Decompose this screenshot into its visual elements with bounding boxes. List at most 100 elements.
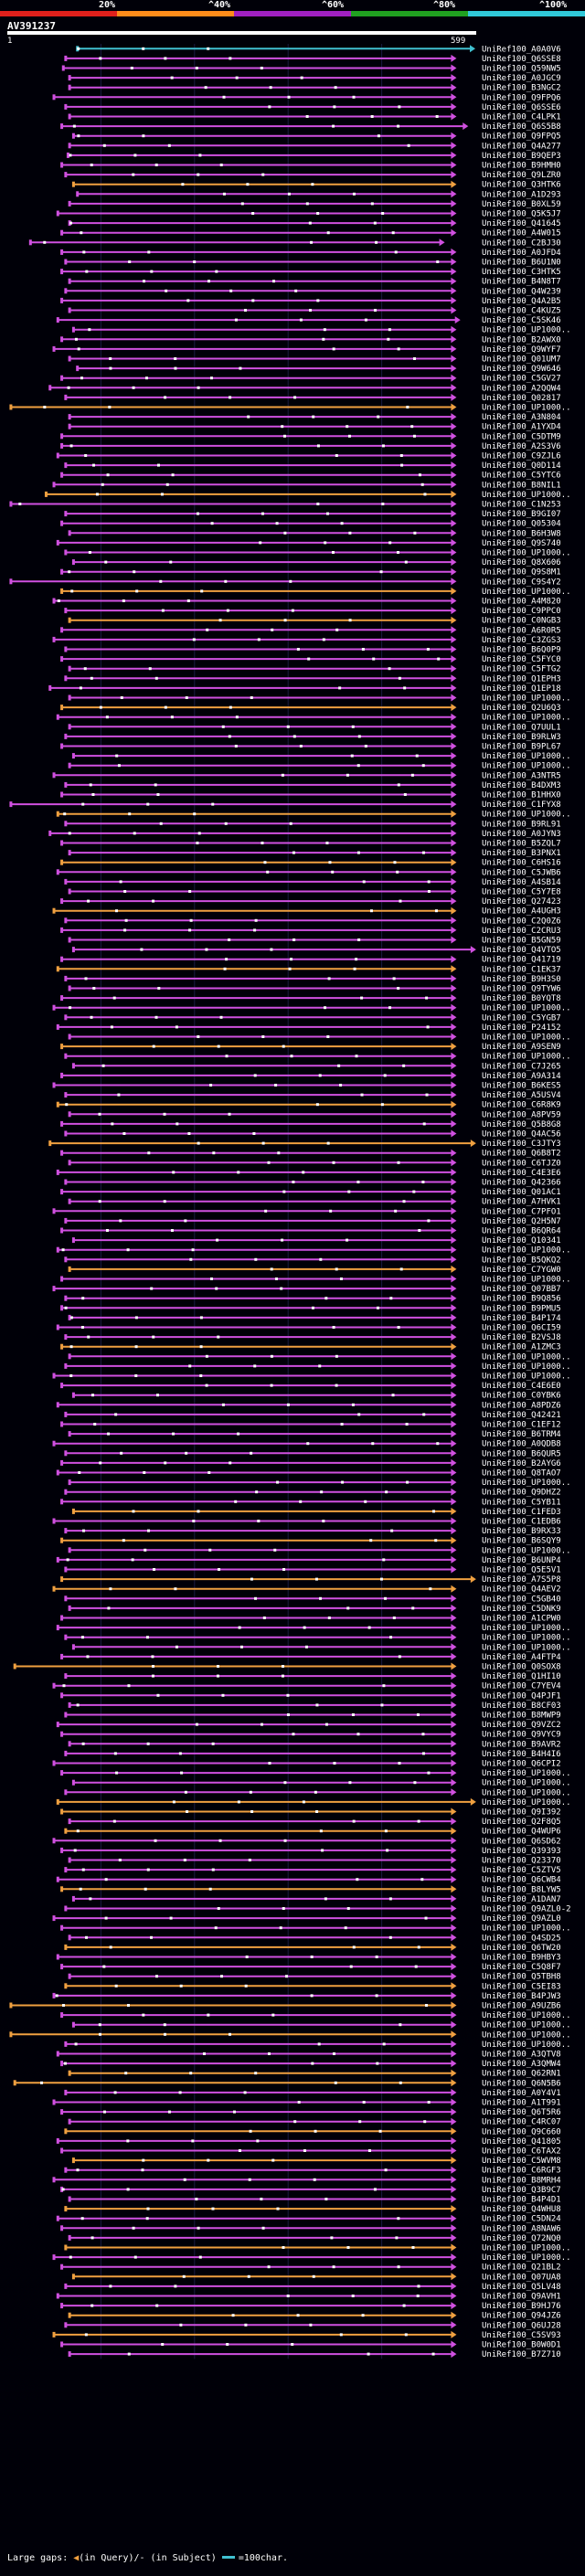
hit-label[interactable]: UniRef100_Q42366 xyxy=(482,1179,561,1188)
hit-label[interactable]: UniRef100_P24152 xyxy=(482,1023,561,1033)
hit-label[interactable]: UniRef100_Q9DHZ2 xyxy=(482,1489,561,1498)
hit-label[interactable]: UniRef100_Q9AZL0-2 xyxy=(482,1905,571,1914)
hit-label[interactable]: UniRef100_A1DAN7 xyxy=(482,1895,561,1904)
hit-label[interactable]: UniRef100_C7PFO1 xyxy=(482,1207,561,1216)
hit-label[interactable]: UniRef100_C1EF12 xyxy=(482,1421,561,1430)
hit-label[interactable]: UniRef100_Q8TAO7 xyxy=(482,1469,561,1479)
hit-label[interactable]: UniRef100_UP1000.. xyxy=(482,811,571,820)
hit-label[interactable]: UniRef100_Q2U6Q3 xyxy=(482,704,561,713)
hit-label[interactable]: UniRef100_B9HJ76 xyxy=(482,2302,561,2311)
hit-label[interactable]: UniRef100_UP1000.. xyxy=(482,1373,571,1382)
hit-label[interactable]: UniRef100_A1YXD4 xyxy=(482,423,561,432)
hit-label[interactable]: UniRef100_B4H4I6 xyxy=(482,1750,561,1759)
hit-label[interactable]: UniRef100_C1N253 xyxy=(482,501,561,510)
hit-label[interactable]: UniRef100_Q21BL2 xyxy=(482,2263,561,2273)
hit-label[interactable]: UniRef100_A9UZB6 xyxy=(482,2002,561,2011)
hit-label[interactable]: UniRef100_A7S5P8 xyxy=(482,1575,561,1585)
hit-label[interactable]: UniRef100_B9QEP3 xyxy=(482,152,561,161)
hit-label[interactable]: UniRef100_B4P4D1 xyxy=(482,2196,561,2205)
hit-label[interactable]: UniRef100_UP1000.. xyxy=(482,1788,571,1797)
hit-label[interactable]: UniRef100_C5EI83 xyxy=(482,1982,561,1991)
hit-label[interactable]: UniRef100_UP1000.. xyxy=(482,2253,571,2263)
hit-label[interactable]: UniRef100_Q07UA8 xyxy=(482,2273,561,2282)
hit-label[interactable]: UniRef100_B0W0D1 xyxy=(482,2341,561,2350)
hit-label[interactable]: UniRef100_C2CRU3 xyxy=(482,927,561,936)
hit-label[interactable]: UniRef100_Q9I392 xyxy=(482,1808,561,1818)
hit-label[interactable]: UniRef100_B4P174 xyxy=(482,1314,561,1323)
hit-label[interactable]: UniRef100_UP1000.. xyxy=(482,1798,571,1807)
hit-label[interactable]: UniRef100_A0A0V6 xyxy=(482,45,561,54)
hit-label[interactable]: UniRef100_UP1000.. xyxy=(482,1352,571,1362)
hit-label[interactable]: UniRef100_Q41719 xyxy=(482,956,561,965)
hit-label[interactable]: UniRef100_A5USV4 xyxy=(482,1091,561,1100)
hit-label[interactable]: UniRef100_Q0SOX8 xyxy=(482,1663,561,1672)
hit-label[interactable]: UniRef100_C6TJZ0 xyxy=(482,1159,561,1168)
hit-label[interactable]: UniRef100_Q4WHU8 xyxy=(482,2205,561,2214)
hit-label[interactable]: UniRef100_C5ZTV5 xyxy=(482,1866,561,1875)
hit-label[interactable]: UniRef100_Q41805 xyxy=(482,2137,561,2147)
hit-label[interactable]: UniRef100_UP1000.. xyxy=(482,549,571,558)
hit-label[interactable]: UniRef100_B9Q856 xyxy=(482,1295,561,1304)
hit-label[interactable]: UniRef100_B1HHX0 xyxy=(482,791,561,800)
hit-label[interactable]: UniRef100_C5GB40 xyxy=(482,1595,561,1604)
hit-label[interactable]: UniRef100_C9S4Y2 xyxy=(482,578,561,587)
hit-label[interactable]: UniRef100_C5SK46 xyxy=(482,316,561,325)
hit-label[interactable]: UniRef100_Q72NQ0 xyxy=(482,2234,561,2243)
hit-label[interactable]: UniRef100_C9PPC0 xyxy=(482,607,561,616)
hit-label[interactable]: UniRef100_Q02817 xyxy=(482,394,561,403)
hit-label[interactable]: UniRef100_A0JYN3 xyxy=(482,830,561,839)
hit-label[interactable]: UniRef100_UP1000.. xyxy=(482,588,571,597)
hit-label[interactable]: UniRef100_Q9LZR0 xyxy=(482,171,561,180)
hit-label[interactable]: UniRef100_B8MWP9 xyxy=(482,1712,561,1721)
hit-label[interactable]: UniRef100_UP1000.. xyxy=(482,1034,571,1043)
hit-label[interactable]: UniRef100_C5SV93 xyxy=(482,2331,561,2340)
hit-label[interactable]: UniRef100_C4E3E6 xyxy=(482,1169,561,1178)
hit-label[interactable]: UniRef100_Q27423 xyxy=(482,897,561,906)
hit-label[interactable]: UniRef100_C3HTK5 xyxy=(482,268,561,277)
hit-label[interactable]: UniRef100_Q9VYC9 xyxy=(482,1731,561,1740)
hit-label[interactable]: UniRef100_UP1000.. xyxy=(482,2244,571,2253)
hit-label[interactable]: UniRef100_B4PJW3 xyxy=(482,1992,561,2001)
hit-label[interactable]: UniRef100_B9PMU5 xyxy=(482,1304,561,1313)
hit-label[interactable]: UniRef100_A6R0R5 xyxy=(482,626,561,635)
hit-label[interactable]: UniRef100_Q62RN1 xyxy=(482,2070,561,2079)
hit-label[interactable]: UniRef100_B9RLW3 xyxy=(482,733,561,742)
hit-label[interactable]: UniRef100_C1EDB6 xyxy=(482,1518,561,1527)
hit-label[interactable]: UniRef100_B6H3W8 xyxy=(482,529,561,538)
hit-label[interactable]: UniRef100_A1D293 xyxy=(482,190,561,199)
hit-label[interactable]: UniRef100_B6QUR5 xyxy=(482,1449,561,1458)
hit-label[interactable]: UniRef100_UP1000.. xyxy=(482,1004,571,1013)
hit-label[interactable]: UniRef100_Q2H5N7 xyxy=(482,1217,561,1226)
hit-label[interactable]: UniRef100_B2AYG6 xyxy=(482,1459,561,1468)
hit-label[interactable]: UniRef100_C3JTY3 xyxy=(482,1140,561,1149)
hit-label[interactable]: UniRef100_C2Q0Z6 xyxy=(482,917,561,926)
hit-label[interactable]: UniRef100_A0Y4V1 xyxy=(482,2089,561,2098)
hit-label[interactable]: UniRef100_Q4SD25 xyxy=(482,1934,561,1943)
hit-label[interactable]: UniRef100_A0JFD4 xyxy=(482,249,561,258)
hit-label[interactable]: UniRef100_A4FTP4 xyxy=(482,1653,561,1662)
hit-label[interactable]: UniRef100_Q9AVH1 xyxy=(482,2293,561,2302)
hit-label[interactable]: UniRef100_Q5B8G8 xyxy=(482,1120,561,1129)
hit-label[interactable]: UniRef100_B0XL59 xyxy=(482,200,561,209)
hit-label[interactable]: UniRef100_A4UGH3 xyxy=(482,907,561,917)
hit-label[interactable]: UniRef100_UP1000.. xyxy=(482,2021,571,2030)
hit-label[interactable]: UniRef100_Q05304 xyxy=(482,520,561,529)
hit-label[interactable]: UniRef100_Q1EP18 xyxy=(482,684,561,694)
hit-label[interactable]: UniRef100_C5Y7E8 xyxy=(482,888,561,897)
hit-label[interactable]: UniRef100_A4W015 xyxy=(482,229,561,239)
hit-label[interactable]: UniRef100_A3QMW4 xyxy=(482,2060,561,2069)
hit-label[interactable]: UniRef100_B4DXM3 xyxy=(482,781,561,790)
hit-label[interactable]: UniRef100_Q39393 xyxy=(482,1847,561,1856)
hit-label[interactable]: UniRef100_Q4A2B5 xyxy=(482,297,561,306)
hit-label[interactable]: UniRef100_UP1000.. xyxy=(482,1053,571,1062)
hit-label[interactable]: UniRef100_C6HS16 xyxy=(482,859,561,868)
hit-label[interactable]: UniRef100_C7YEV4 xyxy=(482,1682,561,1691)
hit-label[interactable]: UniRef100_Q5LV48 xyxy=(482,2283,561,2292)
hit-label[interactable]: UniRef100_Q3B9C7 xyxy=(482,2186,561,2195)
hit-label[interactable]: UniRef100_B5QKQ2 xyxy=(482,1256,561,1265)
hit-label[interactable]: UniRef100_B5GN59 xyxy=(482,937,561,946)
hit-label[interactable]: UniRef100_UP1000.. xyxy=(482,1779,571,1788)
hit-label[interactable]: UniRef100_C5FTG2 xyxy=(482,665,561,674)
hit-label[interactable]: UniRef100_UP1000.. xyxy=(482,1624,571,1633)
hit-label[interactable]: UniRef100_B8NIL1 xyxy=(482,481,561,490)
